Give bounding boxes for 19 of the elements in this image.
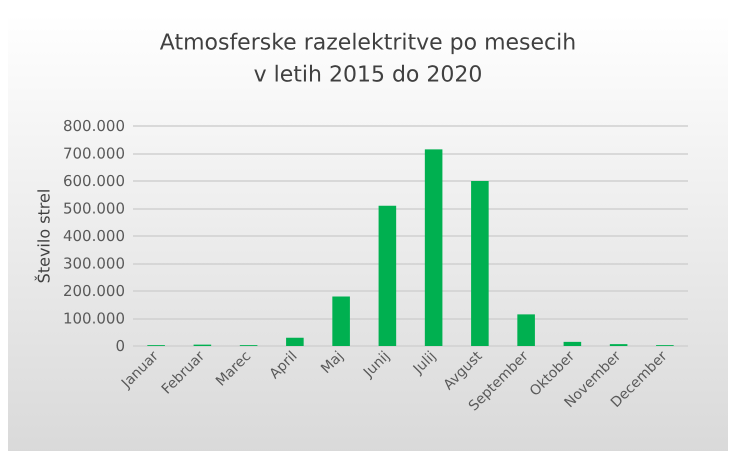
x-tick-label: Maj (318, 348, 347, 378)
bar (517, 314, 535, 346)
y-tick-label: 100.000 (62, 310, 125, 328)
y-tick-label: 600.000 (62, 172, 125, 190)
chart-title: Atmosferske razelektritve po mesecih v letih 2015 do 2020 (160, 30, 576, 88)
y-tick-label: 800.000 (62, 117, 125, 135)
y-tick-label: 500.000 (62, 200, 125, 218)
y-tick-label: 200.000 (62, 282, 125, 300)
y-tick-label: 700.000 (62, 144, 125, 162)
bar (424, 149, 442, 346)
y-axis-title: Število strel (34, 188, 54, 284)
bar (471, 181, 489, 346)
bar (378, 206, 396, 346)
y-tick-label: 300.000 (62, 254, 125, 272)
bar (332, 296, 350, 346)
y-tick-label: 0 (115, 337, 125, 355)
bar (564, 342, 582, 346)
y-tick-label: 400.000 (62, 227, 125, 245)
bar (286, 338, 304, 346)
